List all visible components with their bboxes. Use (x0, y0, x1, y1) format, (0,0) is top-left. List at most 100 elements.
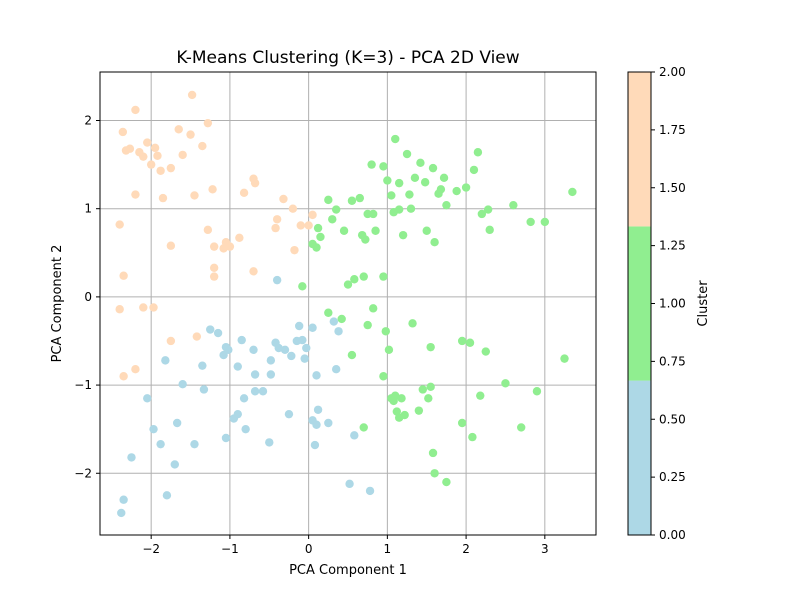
data-point-cluster-1 (424, 394, 433, 403)
data-point-cluster-2 (192, 332, 202, 341)
y-tick-label: −2 (74, 466, 92, 480)
data-point-cluster-1 (452, 186, 461, 196)
data-point-cluster-0 (298, 335, 307, 345)
data-point-cluster-1 (363, 320, 372, 330)
data-point-cluster-0 (365, 486, 375, 496)
colorbar-tick-label: 0.75 (659, 354, 686, 368)
data-point-cluster-2 (166, 163, 176, 173)
colorbar-label: Cluster (696, 280, 711, 327)
y-axis-label: PCA Component 2 (50, 245, 65, 363)
data-point-cluster-2 (149, 303, 158, 312)
data-point-cluster-1 (469, 165, 479, 175)
data-point-cluster-1 (400, 410, 409, 420)
data-point-cluster-2 (143, 138, 152, 147)
data-point-cluster-2 (239, 188, 249, 198)
data-point-cluster-1 (476, 391, 485, 400)
data-point-cluster-0 (170, 460, 179, 469)
data-point-cluster-1 (481, 347, 490, 356)
data-point-cluster-2 (308, 210, 317, 220)
data-point-cluster-0 (266, 370, 276, 379)
x-tick-label: 3 (541, 542, 549, 556)
data-point-cluster-2 (296, 221, 305, 230)
data-point-cluster-1 (485, 225, 494, 235)
data-point-cluster-1 (540, 217, 550, 227)
y-tick-label: 2 (84, 114, 92, 128)
data-point-cluster-0 (265, 438, 274, 447)
data-point-cluster-0 (350, 431, 359, 440)
data-point-cluster-0 (329, 317, 339, 326)
data-point-cluster-2 (249, 267, 258, 276)
data-point-cluster-1 (517, 423, 526, 432)
data-point-cluster-1 (347, 350, 357, 360)
data-point-cluster-2 (190, 191, 199, 200)
data-point-cluster-1 (426, 342, 435, 352)
data-point-cluster-2 (115, 305, 124, 314)
data-point-cluster-2 (139, 303, 148, 312)
data-point-cluster-1 (387, 191, 396, 200)
data-point-cluster-1 (391, 391, 400, 400)
data-point-cluster-0 (239, 394, 249, 403)
data-point-cluster-2 (290, 245, 299, 255)
data-point-cluster-2 (131, 365, 140, 374)
data-point-cluster-0 (272, 275, 282, 285)
data-point-cluster-0 (250, 370, 260, 379)
data-point-cluster-1 (461, 183, 471, 192)
data-point-cluster-1 (436, 185, 446, 194)
data-point-cluster-2 (153, 151, 162, 160)
data-point-cluster-2 (131, 105, 140, 115)
data-point-cluster-0 (162, 491, 172, 500)
data-point-cluster-1 (337, 314, 346, 324)
data-point-cluster-2 (178, 150, 187, 160)
data-point-cluster-1 (367, 160, 376, 169)
data-point-cluster-1 (381, 327, 390, 336)
data-point-cluster-0 (119, 495, 128, 504)
data-point-cluster-1 (457, 418, 467, 428)
data-point-cluster-0 (310, 440, 320, 450)
data-point-cluster-1 (391, 134, 400, 144)
data-point-cluster-0 (233, 409, 242, 419)
data-point-cluster-2 (131, 190, 140, 199)
data-point-cluster-1 (428, 448, 438, 458)
data-point-cluster-2 (115, 220, 124, 229)
colorbar-tick-label: 0.50 (659, 412, 686, 426)
data-point-cluster-0 (250, 387, 260, 396)
data-point-cluster-1 (422, 226, 431, 235)
x-tick-label: −2 (142, 542, 160, 556)
data-point-cluster-1 (339, 226, 349, 235)
data-point-cluster-0 (241, 424, 250, 434)
data-point-cluster-0 (331, 365, 341, 374)
data-point-cluster-1 (509, 200, 518, 210)
data-point-cluster-2 (235, 233, 244, 242)
data-point-cluster-2 (304, 221, 313, 230)
data-point-cluster-0 (308, 323, 317, 332)
data-point-cluster-1 (560, 354, 569, 363)
y-tick-label: −1 (74, 378, 92, 392)
data-point-cluster-0 (274, 343, 283, 353)
data-point-cluster-0 (198, 361, 207, 370)
data-point-cluster-1 (442, 477, 451, 487)
data-point-cluster-0 (117, 508, 126, 518)
data-point-cluster-2 (209, 263, 219, 272)
data-point-cluster-2 (118, 127, 128, 137)
data-point-cluster-2 (139, 152, 148, 161)
colorbar-tick-label: 1.25 (659, 239, 686, 253)
data-point-cluster-2 (146, 160, 156, 169)
data-point-cluster-2 (119, 372, 128, 381)
y-tick-label: 1 (84, 202, 92, 216)
data-point-cluster-2 (174, 125, 183, 134)
data-point-cluster-1 (324, 195, 333, 205)
data-point-cluster-1 (473, 148, 483, 157)
data-point-cluster-0 (313, 405, 323, 414)
data-point-cluster-1 (442, 200, 451, 210)
data-point-cluster-2 (203, 225, 213, 235)
data-point-cluster-1 (416, 158, 425, 168)
data-point-cluster-0 (302, 343, 311, 353)
data-point-cluster-0 (334, 327, 343, 336)
data-point-cluster-0 (312, 420, 321, 429)
data-point-cluster-1 (331, 205, 341, 214)
data-point-cluster-1 (410, 173, 420, 183)
colorbar (627, 71, 652, 536)
data-point-cluster-1 (379, 272, 388, 281)
data-point-cluster-1 (468, 432, 477, 442)
data-point-cluster-0 (143, 394, 152, 403)
